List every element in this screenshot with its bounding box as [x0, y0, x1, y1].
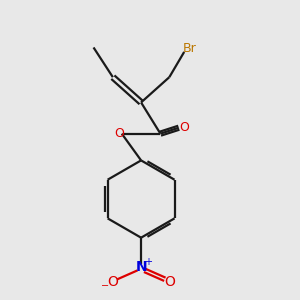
- Text: O: O: [114, 127, 124, 140]
- Text: O: O: [179, 121, 189, 134]
- Text: O: O: [107, 275, 118, 289]
- Text: Br: Br: [183, 42, 197, 56]
- Text: O: O: [164, 275, 175, 289]
- Text: N: N: [135, 260, 147, 274]
- Text: −: −: [101, 281, 110, 291]
- Text: +: +: [144, 257, 152, 267]
